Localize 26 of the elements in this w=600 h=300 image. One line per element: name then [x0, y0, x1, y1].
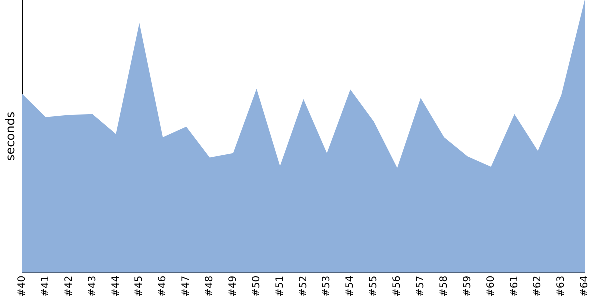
x-tick-label: #49 — [228, 276, 239, 298]
x-tick-label: #63 — [556, 276, 568, 298]
x-tick-label: #45 — [134, 276, 146, 298]
x-tick-label: #40 — [16, 276, 28, 298]
x-tick-label: #43 — [87, 276, 98, 298]
x-tick-label: #53 — [322, 276, 333, 298]
x-tick-label: #54 — [345, 276, 356, 298]
x-tick-label: #58 — [438, 276, 450, 298]
x-tick-label: #62 — [532, 276, 544, 298]
x-tick-label: #57 — [416, 276, 426, 298]
x-tick-label: #47 — [181, 276, 192, 298]
y-axis-title: seconds — [3, 112, 18, 161]
x-tick-label: #51 — [274, 276, 286, 298]
x-tick-label: #52 — [298, 276, 310, 298]
x-tick-label: #41 — [40, 276, 52, 298]
x-tick-label: #42 — [64, 276, 75, 298]
x-tick-label: #44 — [110, 276, 122, 298]
x-tick-label: #50 — [251, 276, 262, 298]
x-tick-label: #48 — [204, 276, 216, 298]
x-tick-label: #64 — [580, 276, 591, 298]
x-tick-label: #55 — [368, 276, 380, 298]
x-tick-label: #61 — [509, 276, 520, 298]
x-tick-label: #59 — [462, 276, 474, 298]
x-tick-label: #46 — [158, 276, 169, 298]
x-tick-label: #56 — [392, 276, 404, 298]
x-tick-label: #60 — [486, 276, 497, 298]
